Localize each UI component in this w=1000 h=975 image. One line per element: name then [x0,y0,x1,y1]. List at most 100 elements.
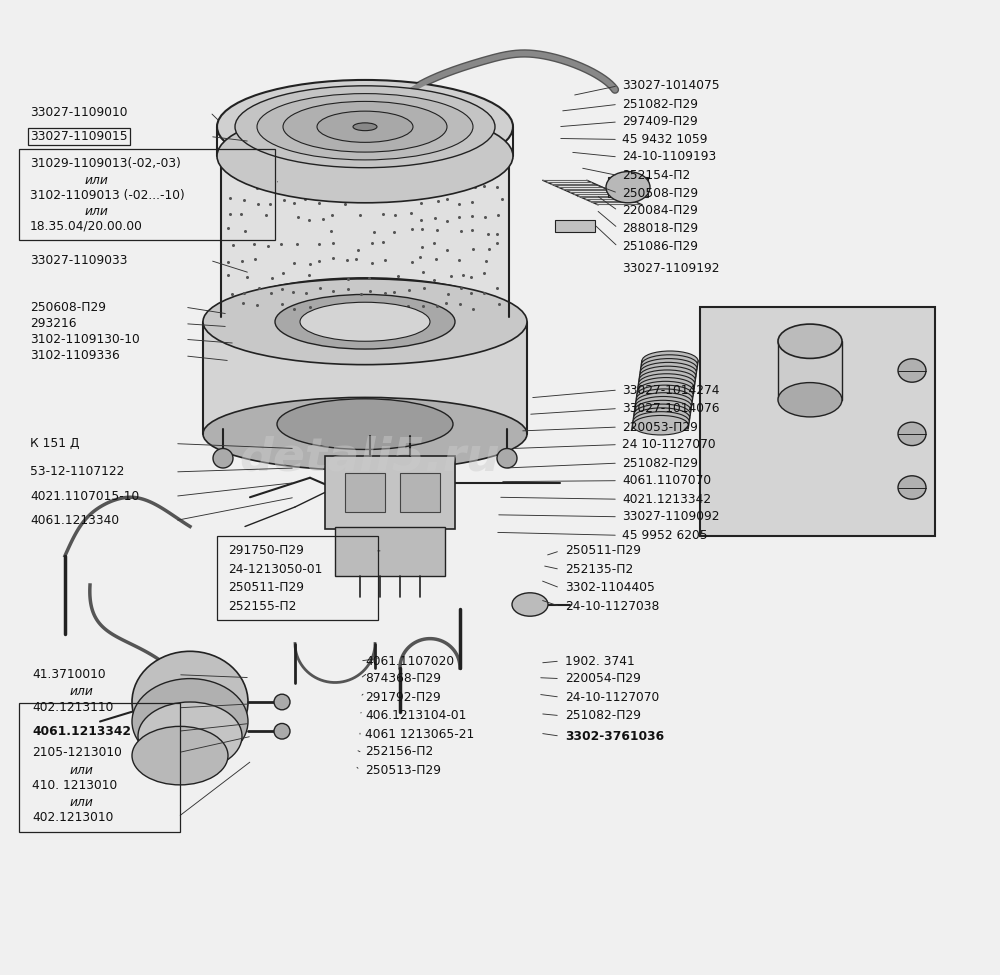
Ellipse shape [497,448,517,468]
Ellipse shape [353,123,377,131]
Ellipse shape [235,86,495,168]
Text: 3102-1109130-10: 3102-1109130-10 [30,332,140,346]
Text: 3102-1109336: 3102-1109336 [30,349,120,363]
Text: 251086-П29: 251086-П29 [622,240,698,254]
Ellipse shape [217,80,513,174]
Text: 33027-1109015: 33027-1109015 [30,130,128,143]
Text: 33027-1109092: 33027-1109092 [622,510,720,524]
Ellipse shape [634,404,690,423]
Ellipse shape [634,408,690,427]
Text: 291792-П29: 291792-П29 [365,690,441,704]
Ellipse shape [635,401,691,420]
Text: 220053-П29: 220053-П29 [622,420,698,434]
Ellipse shape [778,382,842,417]
Ellipse shape [217,109,513,203]
Text: 24-10-1109193: 24-10-1109193 [622,150,716,164]
Bar [203,322,527,434]
Text: 3302-1104405: 3302-1104405 [565,581,655,595]
Ellipse shape [138,702,242,770]
Text: 250511-П29: 250511-П29 [228,581,304,595]
Ellipse shape [132,679,248,764]
Ellipse shape [317,111,413,142]
Text: 3302-3761036: 3302-3761036 [565,729,664,743]
Text: 402.1213110: 402.1213110 [32,701,113,715]
Text: 2105-1213010: 2105-1213010 [32,746,122,760]
Ellipse shape [275,294,455,349]
Ellipse shape [512,593,548,616]
Ellipse shape [641,359,697,378]
Bar [555,220,595,232]
Ellipse shape [203,398,527,470]
Text: 33027-1109192: 33027-1109192 [622,261,720,275]
Text: 24 10-1127070: 24 10-1127070 [622,438,716,451]
Ellipse shape [638,377,694,397]
Ellipse shape [635,397,691,416]
Text: или: или [70,684,94,698]
Bar [335,526,445,575]
Text: 53-12-1107122: 53-12-1107122 [30,465,124,479]
Text: 250513-П29: 250513-П29 [365,763,441,777]
Ellipse shape [639,373,695,393]
Ellipse shape [636,389,692,409]
Text: 4061.1107020: 4061.1107020 [365,654,454,668]
Text: 297409-П29: 297409-П29 [622,115,698,129]
Ellipse shape [274,723,290,739]
Text: 4061.1213342: 4061.1213342 [32,724,131,738]
Ellipse shape [633,415,689,435]
Text: 1902. 3741: 1902. 3741 [565,654,635,668]
Bar [221,161,509,317]
Ellipse shape [636,393,692,412]
Ellipse shape [641,355,697,374]
Text: 33027-1109010: 33027-1109010 [30,105,128,119]
Text: 251082-П29: 251082-П29 [622,98,698,111]
Text: 220084-П29: 220084-П29 [622,204,698,217]
Text: К 151 Д: К 151 Д [30,437,80,450]
Ellipse shape [640,363,696,382]
Text: 4061 1213065-21: 4061 1213065-21 [365,727,474,741]
Ellipse shape [640,367,696,386]
Text: 24-10-1127038: 24-10-1127038 [565,600,659,613]
Ellipse shape [898,359,926,382]
Text: 31029-1109013(-02,-03): 31029-1109013(-02,-03) [30,157,181,171]
Text: 24-1213050-01: 24-1213050-01 [228,563,322,576]
Bar [400,473,440,512]
Text: 252155-П2: 252155-П2 [228,600,296,613]
Text: 4061.1213340: 4061.1213340 [30,514,119,527]
Text: 4061.1107070: 4061.1107070 [622,474,711,488]
Text: 406.1213104-01: 406.1213104-01 [365,709,466,722]
Text: 293216: 293216 [30,317,76,331]
Ellipse shape [898,422,926,446]
Text: 18.35.04/20.00.00: 18.35.04/20.00.00 [30,219,143,233]
Ellipse shape [132,726,228,785]
Text: 402.1213010: 402.1213010 [32,810,113,824]
Ellipse shape [221,278,509,356]
Text: 250511-П29: 250511-П29 [565,544,641,558]
Bar [778,341,842,400]
Text: 33027-1014076: 33027-1014076 [622,402,720,415]
Text: 33027-1109033: 33027-1109033 [30,254,128,267]
Text: 250608-П29: 250608-П29 [30,300,106,314]
Text: 251082-П29: 251082-П29 [565,709,641,722]
Text: 45 9432 1059: 45 9432 1059 [622,133,708,146]
Bar [608,177,648,197]
Text: 4021.1107015-10: 4021.1107015-10 [30,489,139,503]
Ellipse shape [637,385,693,405]
Text: 252156-П2: 252156-П2 [365,745,433,759]
Text: 250508-П29: 250508-П29 [622,186,698,200]
Ellipse shape [633,411,689,431]
Text: 41.3710010: 41.3710010 [32,668,106,682]
Ellipse shape [283,101,447,152]
Ellipse shape [639,370,695,389]
Text: 252154-П2: 252154-П2 [622,169,690,182]
Ellipse shape [642,351,698,370]
Ellipse shape [898,476,926,499]
Text: 33027-1014274: 33027-1014274 [622,383,720,397]
Bar [345,473,385,512]
Ellipse shape [203,279,527,365]
Text: 24-10-1127070: 24-10-1127070 [565,690,659,704]
Ellipse shape [132,651,248,753]
Ellipse shape [606,172,650,203]
Text: 220054-П29: 220054-П29 [565,672,641,685]
Text: detali5.ru: detali5.ru [240,436,500,481]
Text: или: или [70,763,94,777]
